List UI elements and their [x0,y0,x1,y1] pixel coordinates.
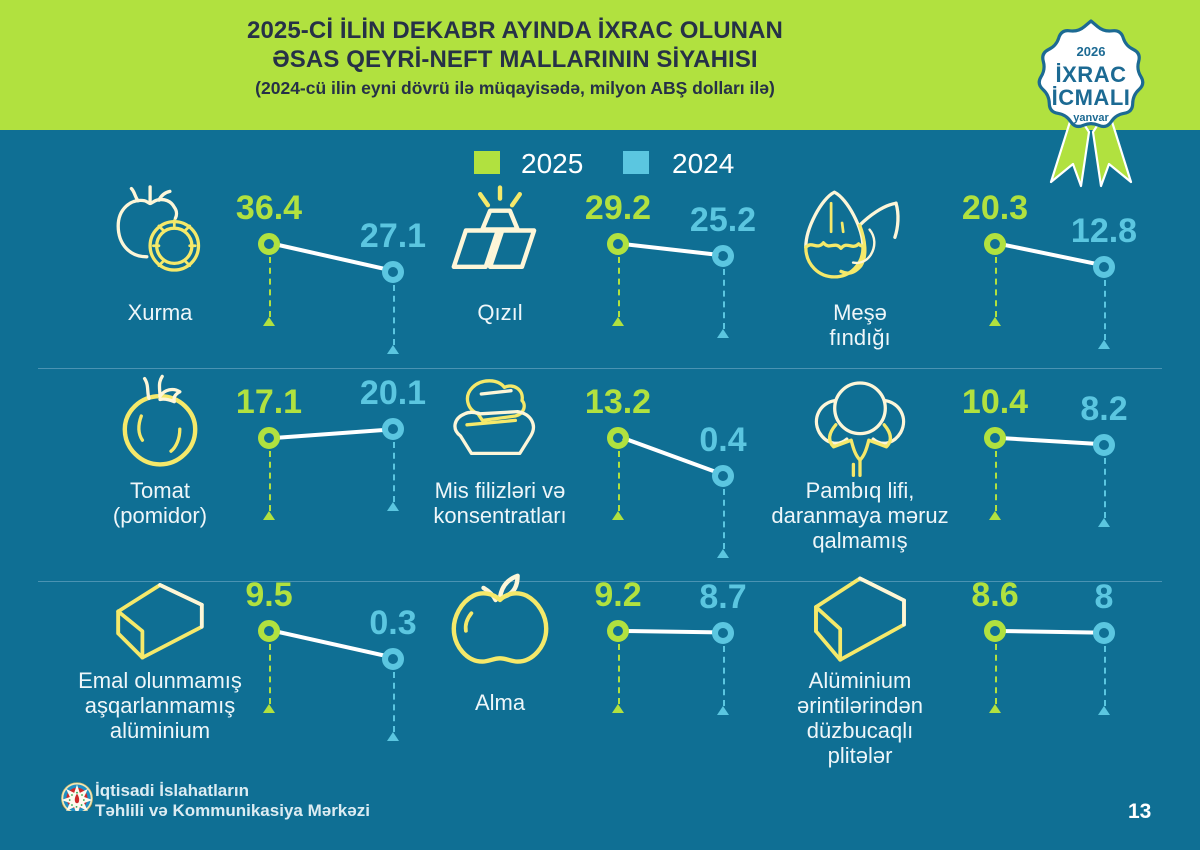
svg-text:İXRAC: İXRAC [1056,62,1127,87]
svg-text:İCMALI: İCMALI [1052,85,1131,110]
svg-text:2026: 2026 [1077,44,1106,59]
svg-text:yanvar: yanvar [1073,112,1109,124]
